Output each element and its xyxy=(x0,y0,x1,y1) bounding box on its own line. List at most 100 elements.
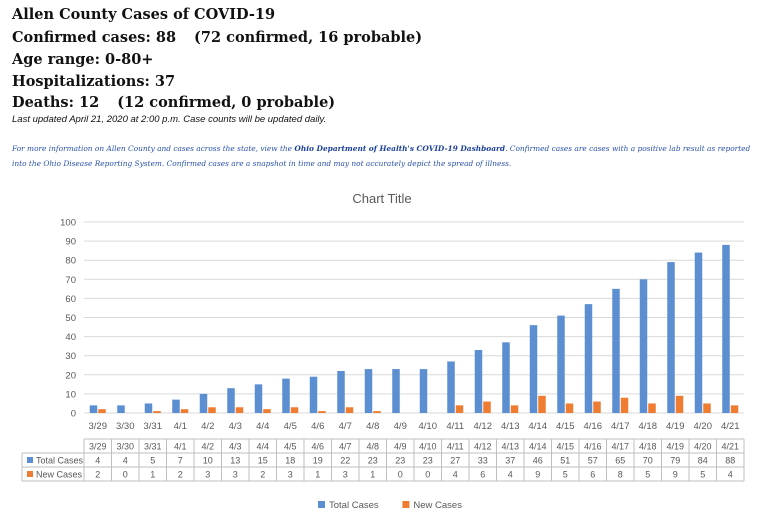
info-lead: For more information on Allen County and… xyxy=(12,144,295,153)
table-header-cell: 4/9 xyxy=(394,442,407,452)
last-updated-note: Last updated April 21, 2020 at 2:00 p.m.… xyxy=(12,114,327,125)
table-header-cell: 3/29 xyxy=(89,442,107,452)
confirmed-cases-label: Confirmed cases: 88 xyxy=(12,29,177,46)
total-cases-bar xyxy=(227,388,235,413)
table-value-cell: 46 xyxy=(533,456,543,466)
x-tick-label: 4/8 xyxy=(366,421,379,432)
new-cases-bar xyxy=(510,405,519,413)
x-tick-label: 3/31 xyxy=(144,421,163,432)
legend-label: Total Cases xyxy=(329,500,379,511)
total-cases-bar xyxy=(584,304,593,413)
new-cases-bar xyxy=(345,407,354,413)
table-header-cell: 4/21 xyxy=(721,442,739,452)
total-cases-bar xyxy=(172,399,180,413)
table-value-cell: 79 xyxy=(670,456,680,466)
table-value-cell: 0 xyxy=(425,470,430,480)
x-tick-label: 4/20 xyxy=(694,421,713,432)
total-cases-bar xyxy=(199,393,208,413)
table-header-cell: 4/17 xyxy=(611,442,629,452)
new-cases-bar xyxy=(318,411,326,413)
table-header-cell: 4/1 xyxy=(174,442,187,452)
x-tick-label: 3/29 xyxy=(89,421,108,432)
table-header-cell: 4/16 xyxy=(584,442,602,452)
page-title: Allen County Cases of COVID-19 xyxy=(12,6,276,23)
y-tick-label: 40 xyxy=(65,332,76,343)
new-cases-bar xyxy=(483,401,491,413)
table-row-label: Total Cases xyxy=(36,456,84,466)
x-tick-label: 4/5 xyxy=(284,421,297,432)
x-tick-label: 4/6 xyxy=(311,421,324,432)
total-cases-bar xyxy=(117,405,125,413)
table-header-cell: 4/4 xyxy=(256,442,269,452)
y-tick-label: 30 xyxy=(65,351,76,362)
table-value-cell: 1 xyxy=(315,470,320,480)
chart-data-table: 3/29 3/30 3/31 4/1 4/2 4/3 4/4 4/5 4/6 4/7 4/8 4/9 4… xyxy=(21,438,745,482)
table-value-cell: 3 xyxy=(343,470,348,480)
table-row-label: New Cases xyxy=(36,470,83,480)
deaths-breakdown: (12 confirmed, 0 probable) xyxy=(117,94,336,111)
total-cases-bar xyxy=(639,279,648,413)
table-value-cell: 0 xyxy=(123,470,128,480)
new-cases-bar xyxy=(648,403,656,413)
new-cases-key xyxy=(27,471,33,477)
total-cases-bar xyxy=(557,315,565,413)
total-cases-bar xyxy=(392,369,400,413)
age-range: Age range: 0-80+ xyxy=(12,51,154,68)
new-cases-bar xyxy=(290,407,299,413)
table-value-cell: 65 xyxy=(615,456,625,466)
new-cases-bar xyxy=(235,407,244,413)
chart-legend: Total Cases New Cases xyxy=(318,500,462,511)
deaths: Deaths: 12 (12 confirmed, 0 probable) xyxy=(12,94,335,111)
table-value-cell: 8 xyxy=(618,470,623,480)
table-header-cell: 4/2 xyxy=(201,442,214,452)
table-header-cell: 4/3 xyxy=(229,442,242,452)
table-value-cell: 1 xyxy=(150,470,155,480)
table-value-cell: 4 xyxy=(453,470,458,480)
total-cases-bar xyxy=(89,405,98,413)
new-cases-bar xyxy=(180,409,189,413)
info-rest: . Confirmed cases are cases with a posit… xyxy=(12,144,751,168)
total-cases-bar xyxy=(282,378,290,413)
table-header-cell: 4/18 xyxy=(639,442,657,452)
ohio-dashboard-link[interactable]: Ohio Department of Health's COVID-19 Das… xyxy=(294,144,506,153)
x-tick-label: 3/30 xyxy=(116,421,135,432)
table-value-cell: 13 xyxy=(230,456,240,466)
deaths-label: Deaths: 12 xyxy=(12,94,100,111)
table-value-cell: 5 xyxy=(150,456,155,466)
new-cases-bar xyxy=(703,403,711,413)
x-tick-label: 4/17 xyxy=(611,421,630,432)
table-value-cell: 19 xyxy=(313,456,323,466)
table-value-cell: 23 xyxy=(395,456,405,466)
table-value-cell: 0 xyxy=(398,470,403,480)
table-value-cell: 10 xyxy=(203,456,213,466)
table-value-cell: 5 xyxy=(700,470,705,480)
table-header-cell: 4/14 xyxy=(529,442,547,452)
x-tick-label: 4/14 xyxy=(529,421,548,432)
x-tick-label: 4/4 xyxy=(256,421,269,432)
table-value-cell: 84 xyxy=(698,456,708,466)
new-cases-bar xyxy=(208,407,216,413)
table-header-cell: 4/6 xyxy=(311,442,324,452)
new-cases-bar xyxy=(98,409,106,413)
total-cases-bar xyxy=(474,349,483,413)
x-tick-label: 4/13 xyxy=(501,421,520,432)
total-cases-key xyxy=(27,457,33,463)
table-value-cell: 6 xyxy=(480,470,485,480)
table-value-cell: 4 xyxy=(508,470,513,480)
table-value-cell: 7 xyxy=(178,456,183,466)
table-value-cell: 15 xyxy=(258,456,268,466)
table-value-cell: 51 xyxy=(560,456,570,466)
table-value-cell: 70 xyxy=(643,456,653,466)
x-tick-label: 4/16 xyxy=(584,421,603,432)
new-cases-bar xyxy=(455,405,464,413)
table-value-cell: 3 xyxy=(288,470,293,480)
table-value-cell: 37 xyxy=(505,456,515,466)
table-header-cell: 4/5 xyxy=(284,442,297,452)
table-header-cell: 4/12 xyxy=(474,442,492,452)
total-cases-bar xyxy=(364,369,373,413)
table-value-cell: 2 xyxy=(178,470,183,480)
table-header-cell: 4/19 xyxy=(666,442,684,452)
x-tick-label: 4/10 xyxy=(419,421,438,432)
total-cases-bar xyxy=(254,384,263,413)
info-paragraph: For more information on Allen County and… xyxy=(12,141,764,171)
